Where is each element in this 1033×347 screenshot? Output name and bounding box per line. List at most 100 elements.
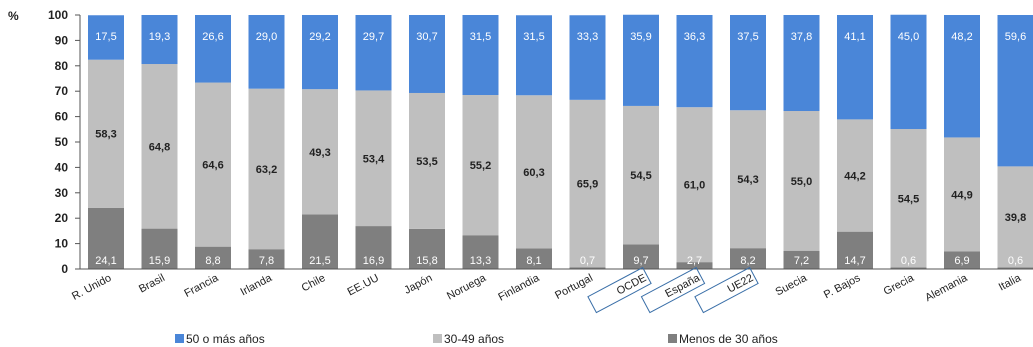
data-label: 35,9 bbox=[630, 31, 651, 43]
x-category-label: Italia bbox=[997, 272, 1024, 294]
x-category-label-group: OCDE bbox=[587, 266, 652, 314]
highlight-box bbox=[694, 266, 759, 314]
x-category-label: Japón bbox=[402, 272, 434, 297]
data-label: 29,0 bbox=[256, 31, 277, 43]
data-label: 8,2 bbox=[740, 255, 755, 267]
x-category-label: Finlandia bbox=[496, 272, 542, 304]
bar-segment-senior bbox=[569, 15, 606, 100]
x-category-label-group: UE22 bbox=[694, 266, 759, 314]
bar-segment-senior bbox=[837, 15, 873, 120]
x-category-label-group: Irlanda bbox=[239, 272, 275, 299]
bar-segment-young bbox=[516, 248, 552, 269]
data-label: 44,2 bbox=[844, 171, 865, 183]
data-label: 13,3 bbox=[470, 255, 491, 267]
bar-segment-middle bbox=[409, 92, 445, 229]
data-label: 29,2 bbox=[309, 31, 330, 43]
x-axis-labels: R. Unido Brasil Francia Irlanda Chile EE.UU Ja… bbox=[70, 266, 1024, 314]
x-category-label: R. Unido bbox=[70, 272, 113, 303]
legend-label: 50 o más años bbox=[186, 332, 265, 346]
data-label: 60,3 bbox=[523, 167, 544, 179]
data-label: 6,9 bbox=[954, 255, 969, 267]
bar-segment-middle bbox=[302, 89, 338, 215]
bar-segment-senior bbox=[676, 15, 713, 108]
legend-label: Menos de 30 años bbox=[679, 332, 778, 346]
data-label: 24,1 bbox=[95, 255, 116, 267]
bar-segment-middle bbox=[837, 119, 873, 232]
data-label: 53,4 bbox=[363, 153, 385, 165]
data-label: 53,5 bbox=[416, 156, 437, 168]
data-label: 36,3 bbox=[684, 31, 705, 43]
bar-segment-senior bbox=[730, 15, 766, 111]
bar-segment-middle bbox=[944, 137, 980, 252]
y-tick-label: 100 bbox=[48, 8, 68, 22]
bar-segment-senior bbox=[355, 15, 392, 91]
x-category-label: Noruega bbox=[445, 272, 489, 303]
data-label: 21,5 bbox=[309, 255, 330, 267]
x-category-label-group: Grecia bbox=[882, 272, 917, 298]
bar-segment-middle bbox=[997, 166, 1033, 268]
bar-segment-young bbox=[997, 267, 1033, 269]
x-category-label: Chile bbox=[300, 272, 328, 294]
x-category-label: Francia bbox=[182, 272, 221, 300]
data-label: 0,6 bbox=[1008, 255, 1023, 267]
x-category-label-group: Suecia bbox=[774, 272, 810, 299]
x-category-label-group: P. Bajos bbox=[822, 272, 863, 301]
y-tick-label: 10 bbox=[55, 237, 69, 251]
bar-segment-senior bbox=[623, 14, 659, 106]
bar-segment-middle bbox=[248, 88, 285, 250]
data-label: 55,0 bbox=[791, 176, 812, 188]
bar-segment-senior bbox=[997, 15, 1033, 167]
data-label: 37,8 bbox=[791, 31, 812, 43]
y-tick-label: 80 bbox=[55, 59, 69, 73]
bar-segment-young bbox=[355, 226, 392, 269]
data-label: 54,5 bbox=[898, 193, 919, 205]
bar-segment-young bbox=[88, 207, 124, 269]
bar-segment-senior bbox=[944, 15, 980, 138]
bar-segment-senior bbox=[248, 15, 285, 89]
legend-swatch bbox=[433, 334, 442, 343]
bar-segment-senior bbox=[302, 15, 338, 90]
data-label: 2,7 bbox=[687, 255, 702, 267]
data-label: 33,3 bbox=[577, 31, 598, 43]
x-category-label-group: Alemania bbox=[923, 272, 970, 305]
bar-segment-young bbox=[730, 248, 766, 269]
y-tick-label: 50 bbox=[55, 135, 69, 149]
data-label: 65,9 bbox=[577, 179, 598, 191]
bar-segment-middle bbox=[88, 59, 124, 208]
y-tick-label: 70 bbox=[55, 84, 69, 98]
x-category-label-group: Chile bbox=[300, 272, 328, 294]
bar-segment-young bbox=[195, 246, 231, 269]
bar-segment-senior bbox=[409, 15, 445, 93]
bar-segment-middle bbox=[195, 82, 231, 247]
data-label: 8,1 bbox=[526, 255, 541, 267]
data-label: 48,2 bbox=[951, 31, 972, 43]
data-label: 15,9 bbox=[149, 255, 170, 267]
data-label: 17,5 bbox=[95, 31, 116, 43]
bar-segment-senior bbox=[783, 15, 820, 112]
bar-segment-middle bbox=[516, 95, 552, 249]
data-label: 26,6 bbox=[202, 31, 223, 43]
bar-segment-senior bbox=[88, 15, 124, 60]
x-category-label: Brasil bbox=[137, 272, 167, 296]
bars-group: 24,1 58,3 17,5 15,9 64,8 19,3 8,8 64,6 26,6 7,8 63… bbox=[80, 14, 1033, 270]
bar-segment-middle bbox=[623, 105, 659, 245]
bar-segment-senior bbox=[890, 14, 927, 130]
bar-segment-senior bbox=[516, 15, 552, 96]
data-label: 19,3 bbox=[149, 31, 170, 43]
bar-segment-young bbox=[837, 231, 873, 269]
bar-segment-middle bbox=[141, 64, 178, 229]
data-label: 44,9 bbox=[951, 189, 972, 201]
bar-segment-young bbox=[783, 250, 820, 269]
data-label: 54,3 bbox=[737, 174, 758, 186]
y-tick-label: 20 bbox=[55, 211, 69, 225]
data-label: 7,2 bbox=[794, 255, 809, 267]
y-unit-label: % bbox=[8, 9, 19, 23]
bar-segment-young bbox=[944, 251, 980, 269]
bar-segment-middle bbox=[676, 107, 713, 263]
bar-segment-middle bbox=[783, 111, 820, 251]
bar-segment-young bbox=[890, 267, 927, 269]
y-tick-label: 90 bbox=[55, 33, 69, 47]
bar-segment-senior bbox=[462, 15, 499, 96]
y-tick-label: 30 bbox=[55, 186, 69, 200]
